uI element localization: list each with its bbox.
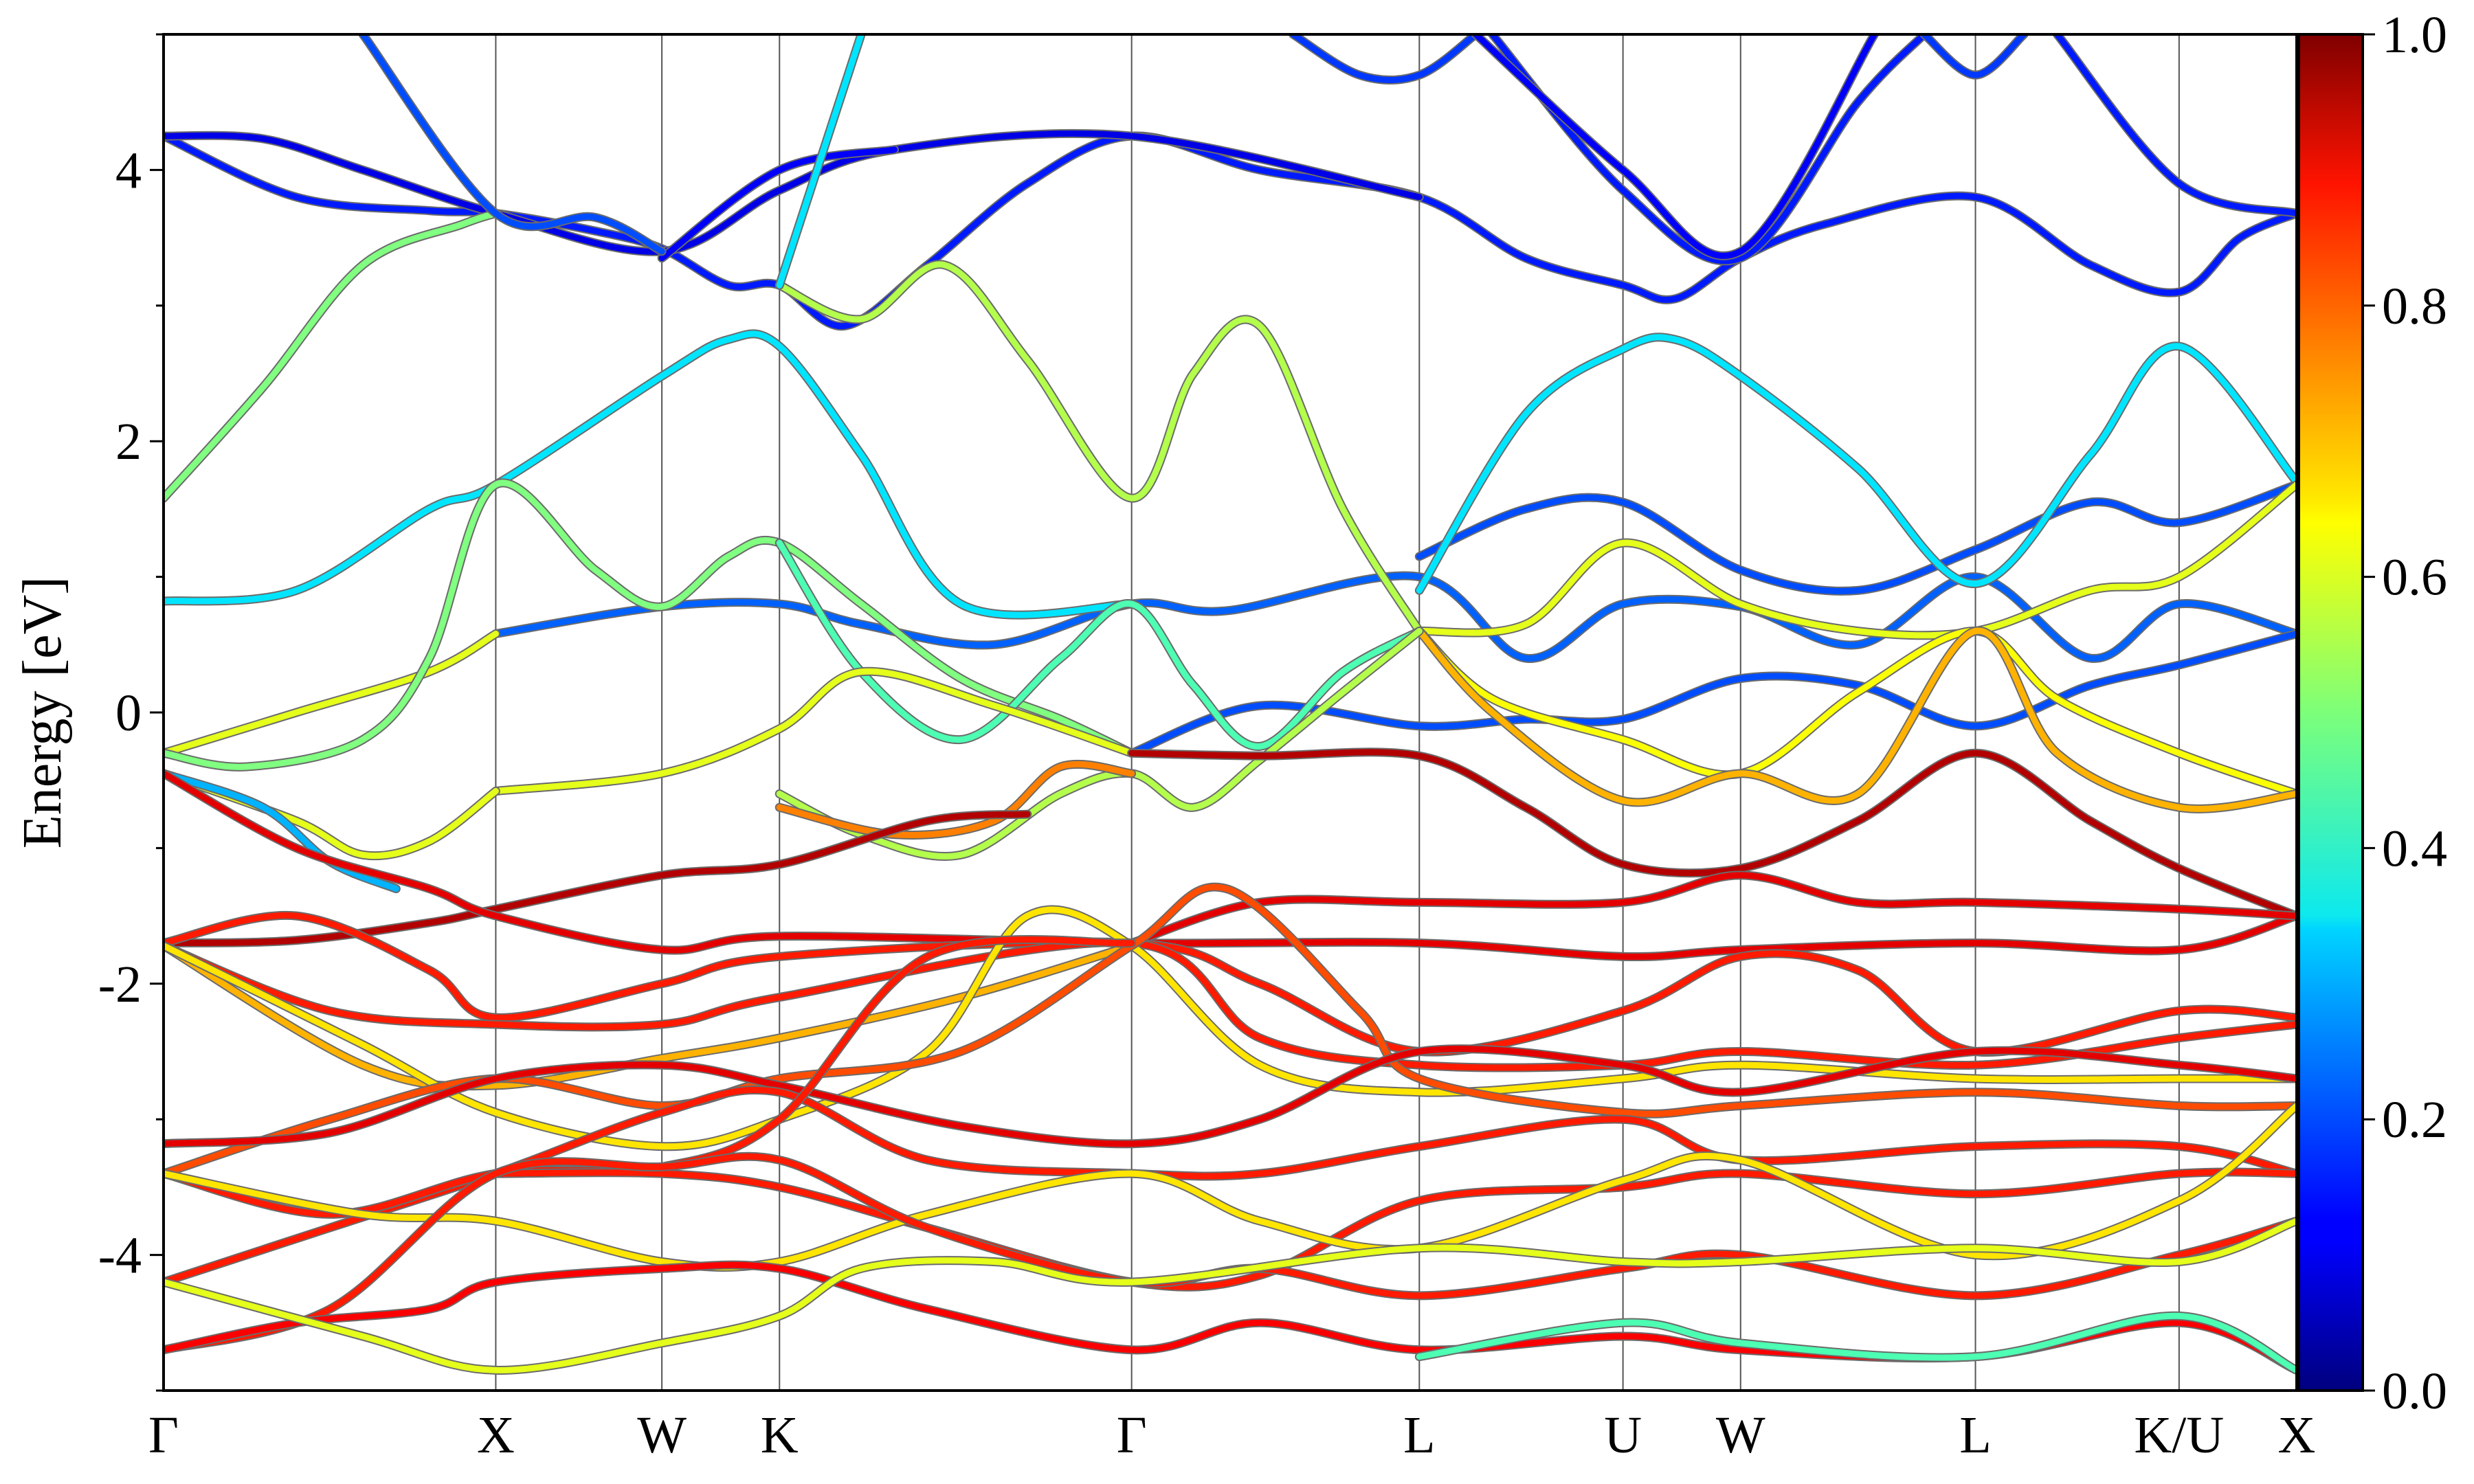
x-tick-label: X (477, 1406, 515, 1464)
band-line-16 (1416, 627, 2297, 812)
band-line-1 (164, 130, 1423, 255)
band-line-3 (1416, 481, 2297, 594)
y-axis-label: Energy [eV] (12, 576, 73, 848)
x-tick-label: U (1604, 1406, 1642, 1464)
y-tick-label: -4 (98, 1227, 142, 1285)
colorbar-tick-label: 0.6 (2382, 549, 2447, 607)
y-tick-label: 2 (115, 413, 142, 471)
band-outline (358, 34, 667, 256)
x-tick-label: Γ (148, 1406, 179, 1464)
band-line-6 (164, 330, 1135, 618)
band-line-45 (776, 34, 865, 289)
band-line-28 (164, 906, 2297, 1150)
band-line-20 (776, 761, 1135, 838)
colorbar-tick-label: 0.8 (2382, 278, 2447, 335)
colorbar-tick-label: 0.4 (2382, 820, 2447, 877)
band-outline (164, 910, 2297, 1057)
band-line-5 (1128, 631, 2297, 756)
band-line-33 (492, 1169, 2297, 1290)
band-line-29 (164, 884, 2297, 1177)
band-line-23 (164, 770, 2297, 960)
band-line-15 (1416, 628, 2297, 797)
x-tick-label: X (2278, 1406, 2316, 1464)
band-line-41 (1489, 34, 1928, 265)
band-line-13 (492, 668, 1135, 794)
x-tick-label: W (1716, 1406, 1765, 1464)
x-tick-label: W (637, 1406, 687, 1464)
y-axis: -4 -2 0 2 4 (98, 33, 164, 1392)
band-line-26 (164, 939, 2297, 1071)
x-tick-label: L (1403, 1406, 1435, 1464)
x-axis: Γ X W K Γ L U W L K/U X (148, 1406, 2315, 1464)
band-outline (164, 209, 500, 503)
band-line-2 (658, 146, 898, 262)
colorbar (2297, 33, 2364, 1392)
band-line-27 (164, 943, 1135, 1090)
band-line-42 (1472, 34, 1878, 259)
x-tick-label: K (761, 1406, 799, 1464)
band-line-12 (776, 539, 1423, 750)
band-line-24 (1128, 872, 2297, 947)
band-line-18 (164, 770, 399, 892)
band-outline (164, 329, 1137, 620)
band-line-38 (1416, 1312, 2297, 1373)
band-line-43 (1921, 34, 2027, 78)
band-line-8 (164, 210, 499, 502)
band-line-7 (1416, 334, 2297, 594)
band-lines (164, 34, 2297, 1375)
band-line-22 (164, 811, 1031, 947)
colorbar-tick-label: 0.0 (2382, 1362, 2447, 1420)
band-line-39 (359, 34, 665, 255)
x-tick-label: K/U (2134, 1406, 2224, 1464)
band-line-14 (1416, 481, 2297, 639)
band-outline (774, 538, 1424, 751)
band-line-21 (1128, 749, 2297, 919)
y-tick-label: 0 (115, 684, 142, 742)
band-line-44 (2053, 34, 2297, 217)
band-outline (491, 666, 1137, 796)
y-tick-label: -2 (98, 956, 142, 1013)
band-line-11 (164, 480, 1135, 770)
band-line-10 (164, 631, 499, 756)
band-outline (1414, 333, 2297, 595)
band-line-30 (164, 1046, 2297, 1147)
band-outline (774, 260, 1424, 636)
band-line-9 (776, 261, 1423, 635)
x-tick-label: Γ (1117, 1406, 1147, 1464)
band-line-0 (164, 133, 2297, 329)
band-line-37 (164, 1217, 2297, 1373)
y-tick-label: 4 (115, 142, 142, 199)
x-tick-label: L (1959, 1406, 1991, 1464)
colorbar-ticks: 0.0 0.2 0.4 0.6 0.8 1.0 (2363, 6, 2447, 1420)
band-line-25 (164, 912, 2297, 1056)
band-line-40 (1290, 34, 1479, 84)
colorbar-tick-label: 1.0 (2382, 6, 2447, 64)
band-outline (2052, 34, 2297, 218)
colorbar-tick-label: 0.2 (2382, 1091, 2447, 1149)
